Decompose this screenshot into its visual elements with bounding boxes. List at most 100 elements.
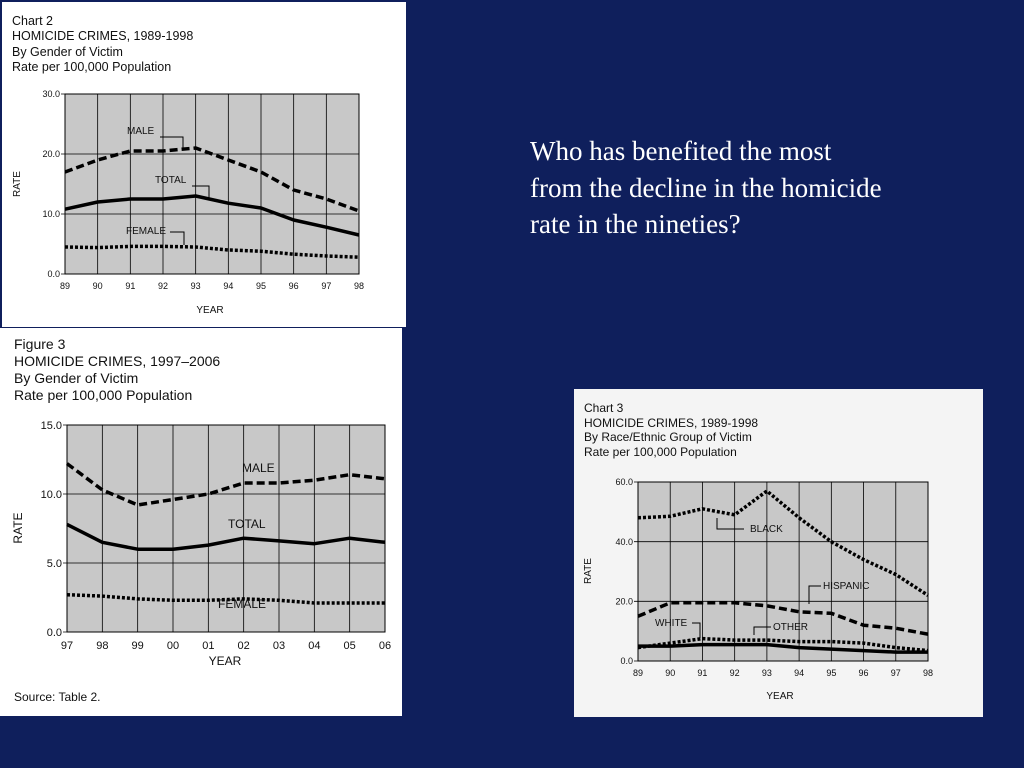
y-tick-label: 10.0 bbox=[41, 489, 62, 501]
y-tick-label: 40.0 bbox=[615, 537, 633, 547]
plot-area bbox=[637, 481, 929, 662]
series-label-leader bbox=[808, 585, 821, 604]
series-label-male: MALE bbox=[242, 461, 275, 475]
x-axis-title: YEAR bbox=[196, 305, 223, 316]
chart-2-plot: 0.0 10.0 20.0 30.0 89 90 91 92 93 94 95 96 97 98 YEAR R… bbox=[12, 89, 364, 316]
x-tick-label: 04 bbox=[308, 640, 320, 652]
series-line-male bbox=[64, 146, 360, 213]
figure-3-label: Figure 3 bbox=[14, 336, 66, 352]
y-tick-label: 0.0 bbox=[47, 627, 62, 639]
x-tick-label: 92 bbox=[730, 668, 740, 678]
x-tick-label: 96 bbox=[289, 281, 299, 291]
x-axis-title: YEAR bbox=[766, 691, 793, 702]
chart-2-title: HOMICIDE CRIMES, 1989-1998 bbox=[12, 29, 194, 44]
x-tick-label: 91 bbox=[697, 668, 707, 678]
series-label-white: WHITE bbox=[655, 618, 688, 629]
series-label-female: FEMALE bbox=[218, 597, 266, 611]
chart-3-title: HOMICIDE CRIMES, 1989-1998 bbox=[584, 415, 759, 430]
x-tick-label: 02 bbox=[238, 640, 250, 652]
plot-area bbox=[64, 93, 360, 275]
y-axis-title: RATE bbox=[12, 171, 23, 197]
x-tick-label: 90 bbox=[93, 281, 103, 291]
x-tick-label: 89 bbox=[633, 668, 643, 678]
figure-3-panel: Figure 3 HOMICIDE CRIMES, 1997–2006 By G… bbox=[0, 328, 402, 716]
y-tick-label: 60.0 bbox=[615, 477, 633, 487]
x-tick-label: 95 bbox=[256, 281, 266, 291]
chart-2-subtitle: By Gender of Victim bbox=[12, 44, 123, 59]
x-tick-label: 99 bbox=[132, 640, 144, 652]
figure-3-source: Source: Table 2. bbox=[14, 690, 101, 704]
series-line-total bbox=[64, 194, 360, 237]
x-tick-label: 96 bbox=[859, 668, 869, 678]
chart-2-label: Chart 2 bbox=[12, 14, 53, 28]
y-tick-label: 30.0 bbox=[42, 89, 60, 99]
series-label-total: TOTAL bbox=[155, 175, 187, 186]
y-tick-label: 5.0 bbox=[47, 558, 62, 570]
x-tick-label: 06 bbox=[379, 640, 391, 652]
chart-2-panel: Chart 2 HOMICIDE CRIMES, 1989-1998 By Ge… bbox=[2, 2, 406, 327]
series-line-other bbox=[637, 636, 929, 653]
chart-2-units: Rate per 100,000 Population bbox=[12, 59, 172, 74]
figure-3-subtitle: By Gender of Victim bbox=[14, 370, 139, 387]
plot-area bbox=[66, 424, 386, 633]
series-label-female: FEMALE bbox=[126, 226, 166, 237]
series-label-male: MALE bbox=[127, 126, 155, 137]
chart-3-subtitle: By Race/Ethnic Group of Victim bbox=[584, 430, 752, 445]
x-tick-label: 89 bbox=[60, 281, 70, 291]
x-tick-label: 94 bbox=[794, 668, 804, 678]
x-tick-label: 05 bbox=[344, 640, 356, 652]
series-line-female bbox=[64, 244, 360, 259]
figure-3-header: Figure 3 HOMICIDE CRIMES, 1997–2006 By G… bbox=[14, 336, 220, 404]
x-tick-label: 98 bbox=[354, 281, 364, 291]
chart-3-plot: 0.0 20.0 40.0 60.0 89 90 91 92 93 94 95 96 97 98 YEAR R… bbox=[583, 477, 933, 702]
x-tick-label: 90 bbox=[665, 668, 675, 678]
x-tick-label: 00 bbox=[167, 640, 179, 652]
series-label-total: TOTAL bbox=[228, 517, 266, 531]
question-line: rate in the nineties? bbox=[530, 209, 741, 240]
series-label-leader bbox=[170, 231, 185, 245]
y-tick-label: 20.0 bbox=[42, 149, 60, 159]
chart-3-panel: Chart 3 HOMICIDE CRIMES, 1989-1998 By Ra… bbox=[574, 389, 983, 717]
x-tick-label: 91 bbox=[125, 281, 135, 291]
chart-3-header: Chart 3 HOMICIDE CRIMES, 1989-1998 By Ra… bbox=[584, 401, 758, 460]
y-tick-label: 15.0 bbox=[41, 420, 62, 432]
x-tick-label: 97 bbox=[61, 640, 73, 652]
series-label-leader bbox=[192, 185, 210, 198]
figure-3-title: HOMICIDE CRIMES, 1997–2006 bbox=[14, 353, 221, 370]
x-tick-label: 03 bbox=[273, 640, 285, 652]
chart-2-header: Chart 2 HOMICIDE CRIMES, 1989-1998 By Ge… bbox=[12, 14, 193, 75]
series-label-other: OTHER bbox=[773, 622, 808, 633]
question-line: from the decline in the homicide bbox=[530, 172, 882, 203]
y-tick-label: 10.0 bbox=[42, 209, 60, 219]
question-line: Who has benefited the most bbox=[530, 136, 832, 166]
x-tick-label: 98 bbox=[923, 668, 933, 678]
series-line-female bbox=[66, 592, 385, 605]
y-tick-label: 0.0 bbox=[620, 656, 633, 666]
x-tick-label: 01 bbox=[202, 640, 214, 652]
series-label-black: BLACK bbox=[750, 524, 783, 535]
y-axis-title: RATE bbox=[583, 558, 594, 584]
series-label-leader bbox=[160, 136, 184, 150]
chart-3-units: Rate per 100,000 Population bbox=[584, 444, 737, 459]
y-tick-label: 20.0 bbox=[615, 596, 633, 606]
series-line-male bbox=[65, 462, 386, 507]
series-label-hispanic: HISPANIC bbox=[823, 581, 870, 592]
chart-3-label: Chart 3 bbox=[584, 401, 624, 415]
question-text: Who has benefited the most from the decl… bbox=[530, 133, 1000, 243]
x-tick-label: 98 bbox=[96, 640, 108, 652]
x-tick-label: 95 bbox=[826, 668, 836, 678]
series-label-leader bbox=[753, 626, 771, 635]
x-tick-label: 93 bbox=[191, 281, 201, 291]
x-tick-label: 97 bbox=[321, 281, 331, 291]
series-line-white bbox=[638, 642, 928, 654]
series-line-hispanic bbox=[637, 601, 929, 636]
x-tick-label: 94 bbox=[223, 281, 233, 291]
x-tick-label: 93 bbox=[762, 668, 772, 678]
x-tick-label: 92 bbox=[158, 281, 168, 291]
series-line-total bbox=[66, 522, 386, 551]
figure-3-plot: 0.0 5.0 10.0 15.0 97 98 99 00 01 02 03 04 05 06 YEAR RA… bbox=[11, 420, 391, 668]
figure-3-units: Rate per 100,000 Population bbox=[14, 387, 193, 404]
x-axis-title: YEAR bbox=[209, 654, 242, 668]
y-axis-title: RATE bbox=[11, 512, 25, 543]
series-label-leader bbox=[692, 622, 701, 638]
